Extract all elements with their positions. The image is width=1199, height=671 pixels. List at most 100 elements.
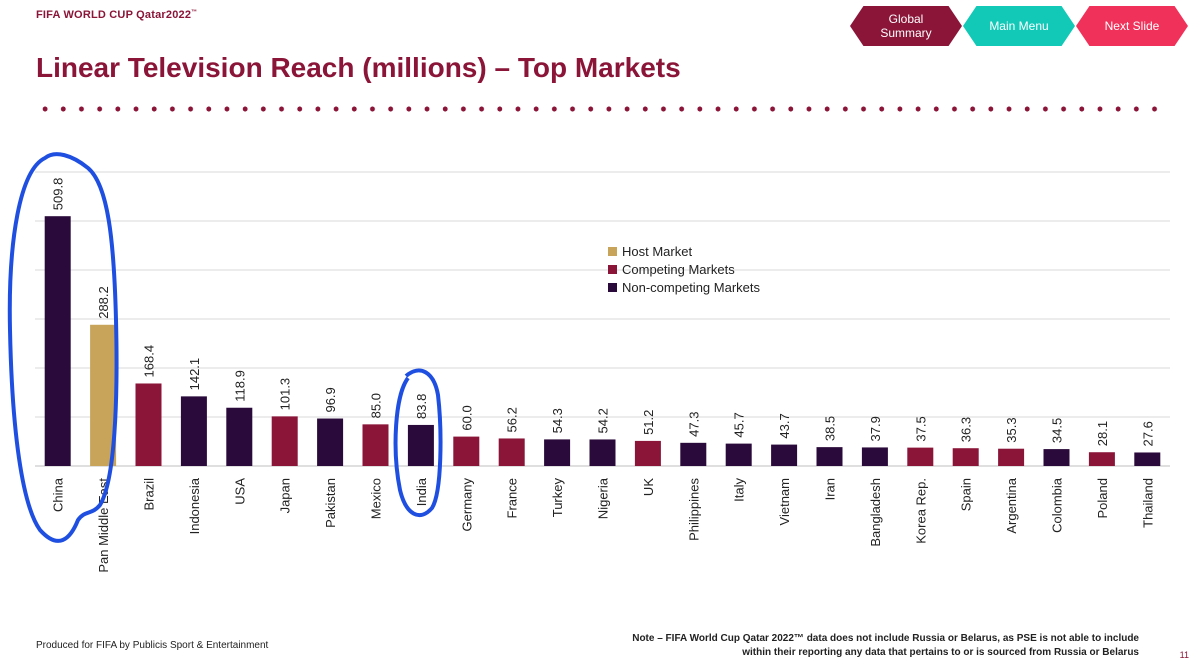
produced-by-note: Produced for FIFA by Publicis Sport & En… xyxy=(36,640,269,651)
category-label-9: Germany xyxy=(459,478,474,532)
category-label-23: Poland xyxy=(1095,478,1110,518)
bar-7 xyxy=(362,424,389,466)
value-label-19: 37.5 xyxy=(913,416,928,441)
value-label-11: 54.3 xyxy=(550,408,565,433)
data-note-line-2: within their reporting any data that per… xyxy=(742,647,1139,658)
bar-14 xyxy=(680,442,707,466)
main-menu-label: Main Menu xyxy=(989,19,1049,33)
category-label-16: Vietnam xyxy=(777,478,792,525)
bar-chart: 509.8 China 288.2 Pan Middle East 168.4 Brazi… xyxy=(35,171,1170,573)
global-summary-button[interactable]: Global Summary xyxy=(850,6,962,46)
bar-8 xyxy=(407,424,434,466)
value-label-10: 56.2 xyxy=(505,407,520,432)
legend-item-competing: Competing Markets xyxy=(608,260,760,278)
bar-12 xyxy=(589,439,616,466)
category-label-12: Nigeria xyxy=(596,477,611,519)
value-label-13: 51.2 xyxy=(641,410,656,435)
category-label-19: Korea Rep. xyxy=(913,478,928,544)
brand-text: FIFA WORLD CUP Qatar2022 xyxy=(36,9,192,21)
main-menu-button[interactable]: Main Menu xyxy=(963,6,1075,46)
category-label-7: Mexico xyxy=(369,478,384,519)
page-title: Linear Television Reach (millions) – Top… xyxy=(36,52,681,83)
bar-21 xyxy=(998,448,1025,466)
value-label-14: 47.3 xyxy=(686,412,701,437)
category-label-15: Italy xyxy=(732,478,747,502)
chart-legend: Host Market Competing Markets Non-compet… xyxy=(608,242,760,296)
bar-4 xyxy=(226,407,253,466)
category-label-10: France xyxy=(505,478,520,518)
value-label-8: 83.8 xyxy=(414,394,429,419)
category-label-20: Spain xyxy=(959,478,974,511)
legend-item-host: Host Market xyxy=(608,242,760,260)
value-label-24: 27.6 xyxy=(1140,421,1155,446)
legend-label-competing: Competing Markets xyxy=(622,261,735,277)
bar-1 xyxy=(90,324,117,466)
bar-17 xyxy=(816,447,843,466)
bar-22 xyxy=(1043,449,1070,466)
category-label-6: Pakistan xyxy=(323,478,338,528)
category-label-0: China xyxy=(51,477,66,512)
bar-10 xyxy=(498,438,525,466)
data-note-line-1: Note – FIFA World Cup Qatar 2022™ data d… xyxy=(632,633,1139,644)
category-label-1: Pan Middle East xyxy=(96,478,111,573)
category-label-13: UK xyxy=(641,478,656,496)
bar-3 xyxy=(180,396,207,466)
dotted-divider xyxy=(36,104,1164,114)
bar-20 xyxy=(952,448,979,466)
data-note: Note – FIFA World Cup Qatar 2022™ data d… xyxy=(579,632,1139,660)
bar-16 xyxy=(771,444,798,466)
category-label-18: Bangladesh xyxy=(868,478,883,547)
value-label-21: 35.3 xyxy=(1004,417,1019,442)
bar-13 xyxy=(634,440,661,466)
bar-24 xyxy=(1134,452,1161,466)
category-label-4: USA xyxy=(232,478,247,505)
category-label-21: Argentina xyxy=(1004,477,1019,533)
bar-0 xyxy=(44,216,71,466)
legend-swatch-host xyxy=(608,246,617,256)
category-label-2: Brazil xyxy=(142,478,157,511)
bar-15 xyxy=(725,443,752,466)
category-label-24: Thailand xyxy=(1140,478,1155,528)
value-label-5: 101.3 xyxy=(278,378,293,411)
next-slide-label: Next Slide xyxy=(1104,19,1160,33)
legend-label-non-competing: Non-competing Markets xyxy=(622,279,760,295)
next-slide-button[interactable]: Next Slide xyxy=(1076,6,1188,46)
value-label-23: 28.1 xyxy=(1095,421,1110,446)
value-label-4: 118.9 xyxy=(232,370,247,402)
page-number: 11 xyxy=(1179,650,1189,660)
value-label-12: 54.2 xyxy=(596,408,611,433)
legend-label-host: Host Market xyxy=(622,243,693,259)
bar-5 xyxy=(271,416,298,466)
value-label-15: 45.7 xyxy=(732,412,747,437)
bar-9 xyxy=(453,436,480,466)
value-label-17: 38.5 xyxy=(823,416,838,441)
value-label-9: 60.0 xyxy=(459,405,474,430)
bar-18 xyxy=(861,447,888,466)
legend-swatch-non-competing xyxy=(608,282,617,292)
value-label-18: 37.9 xyxy=(868,416,883,441)
category-label-22: Colombia xyxy=(1050,477,1065,533)
category-label-17: Iran xyxy=(823,478,838,500)
value-label-20: 36.3 xyxy=(959,417,974,442)
value-label-0: 509.8 xyxy=(51,178,66,211)
brand-trademark: ™ xyxy=(191,9,198,16)
bar-2 xyxy=(135,383,162,466)
value-label-2: 168.4 xyxy=(142,345,157,378)
legend-swatch-competing xyxy=(608,264,617,274)
bar-6 xyxy=(317,418,344,466)
value-label-7: 85.0 xyxy=(369,393,384,418)
category-label-3: Indonesia xyxy=(187,477,202,534)
bar-23 xyxy=(1088,452,1115,466)
value-label-1: 288.2 xyxy=(96,286,111,319)
category-label-14: Philippines xyxy=(686,478,701,541)
global-summary-label: Global Summary xyxy=(880,12,932,40)
category-label-11: Turkey xyxy=(550,478,565,518)
bar-11 xyxy=(544,439,571,466)
legend-item-non-competing: Non-competing Markets xyxy=(608,278,760,296)
category-label-8: India xyxy=(414,477,429,506)
value-label-16: 43.7 xyxy=(777,413,792,438)
value-label-6: 96.9 xyxy=(323,387,338,412)
category-label-5: Japan xyxy=(278,478,293,513)
value-label-22: 34.5 xyxy=(1050,418,1065,443)
fifa-brand-logo: FIFA WORLD CUP Qatar2022™ xyxy=(36,9,197,21)
